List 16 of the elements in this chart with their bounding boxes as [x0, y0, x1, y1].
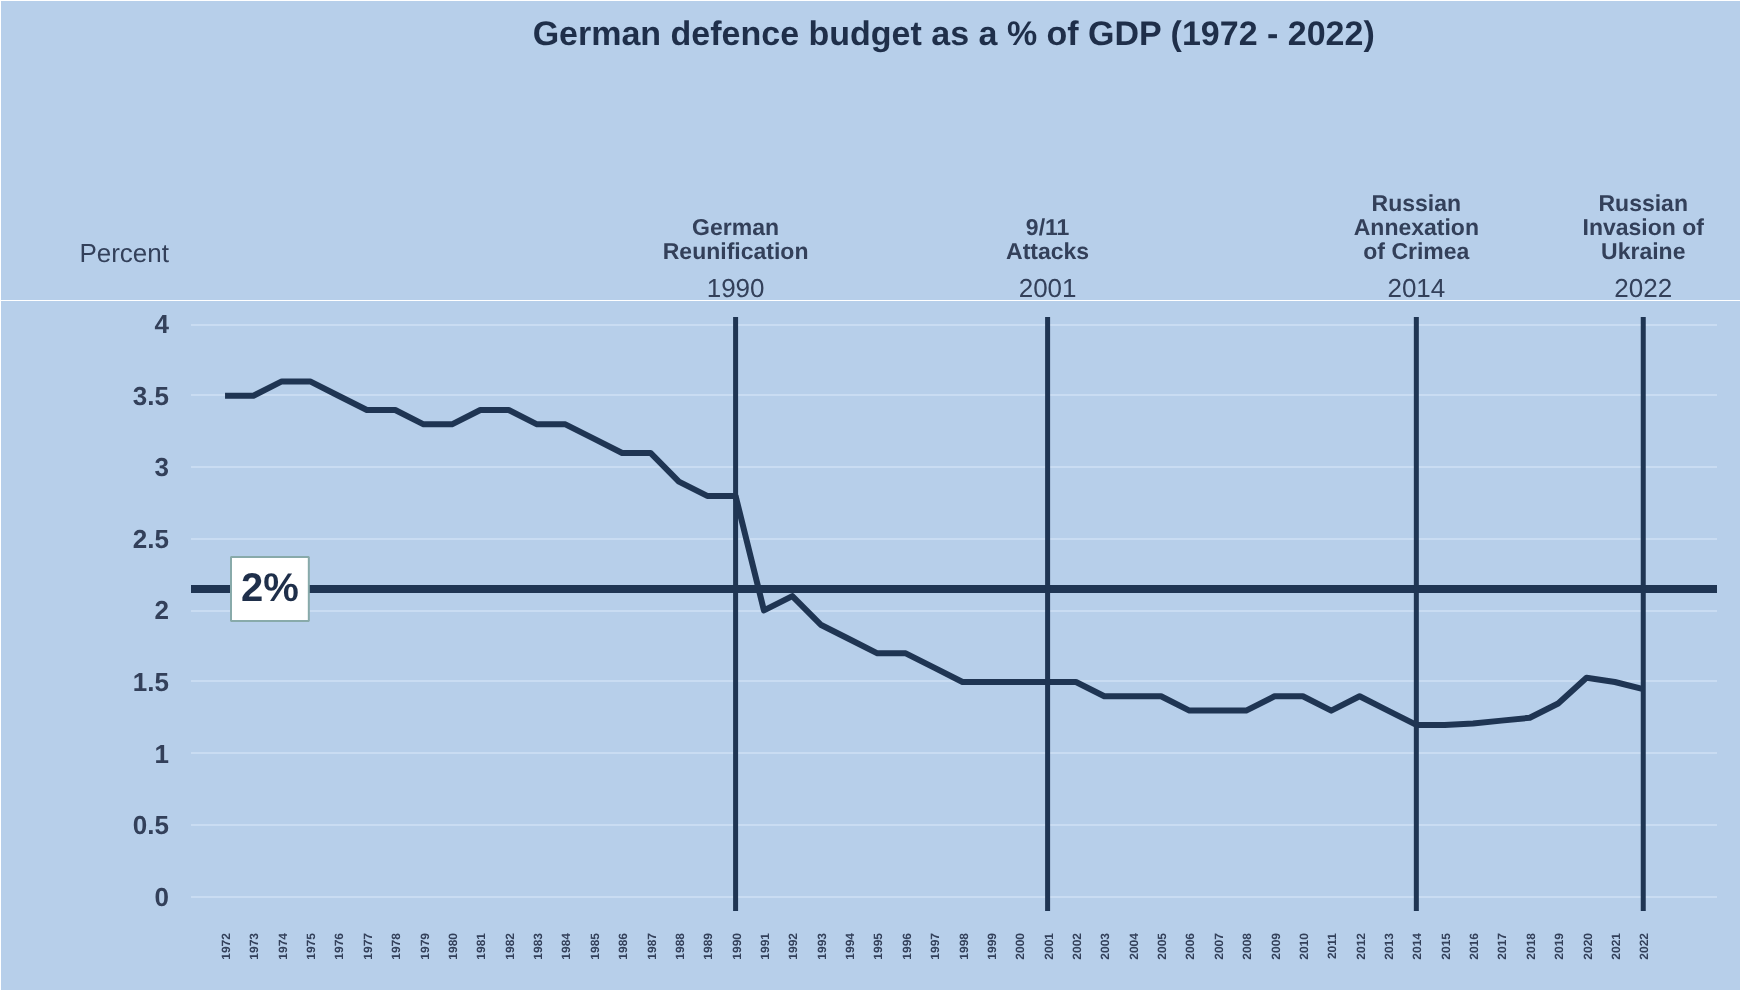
y-tick-label: 2 — [154, 595, 170, 626]
ref-line-label: 2% — [241, 566, 300, 611]
y-tick-label: 1.5 — [132, 666, 170, 697]
y-tick-label: 3 — [154, 452, 170, 483]
y-tick-label: 2.5 — [132, 523, 170, 554]
y-tick-label: 3.5 — [132, 380, 170, 411]
ref-line-label: Russian Annexation of Crimea 2014 — [1353, 193, 1479, 303]
y-tick-label: 4 — [154, 309, 171, 340]
chart-title: German defence budget as a % of GDP (1972 - 2022) — [532, 15, 1375, 53]
ref-line-label: German Reunification 1990 — [662, 217, 809, 303]
y-tick-label: 1 — [154, 738, 170, 769]
y-axis-title: Percent — [79, 238, 170, 269]
y-tick-label: 0 — [154, 881, 170, 912]
ref-line-label: Russian Invasion of Ukraine 2022 — [1582, 193, 1705, 303]
ref-line-label: 9/11 Attacks 2001 — [1006, 217, 1090, 303]
y-tick-label: 0.5 — [132, 810, 170, 841]
